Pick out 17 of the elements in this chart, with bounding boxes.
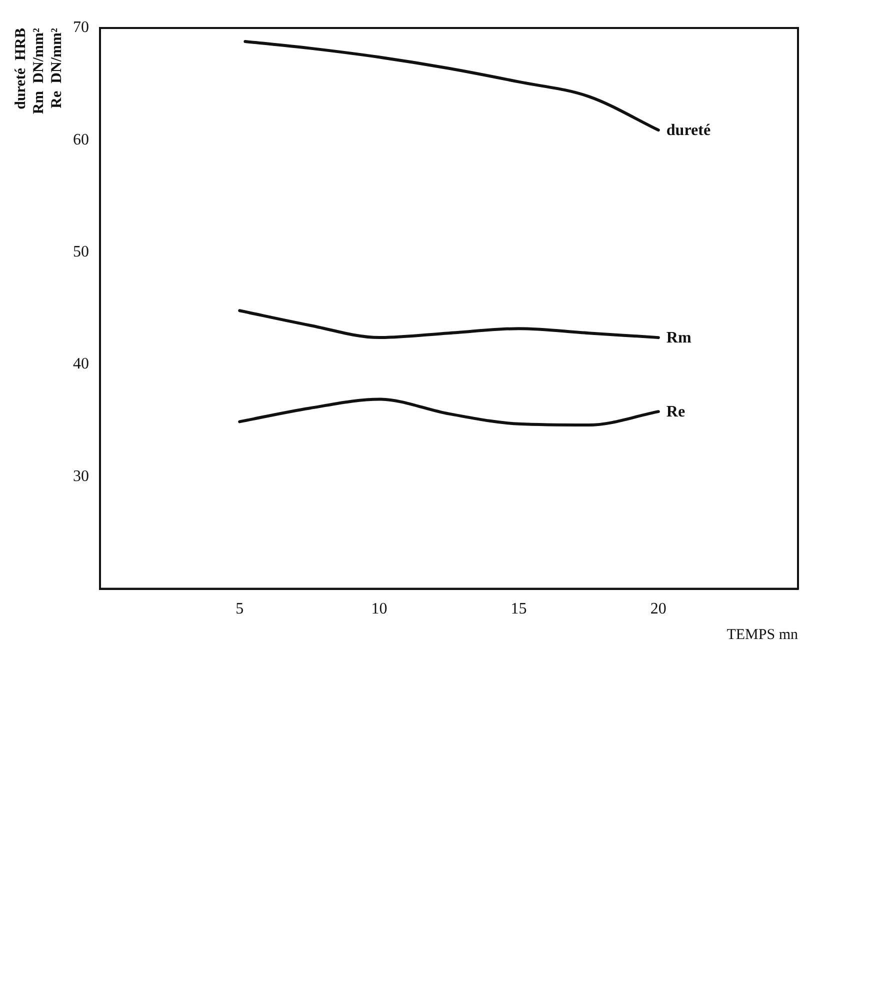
series-label: Rm [666, 330, 692, 347]
y-axis-title: dureté HRB Rm DN/mm² Re DN/mm² [12, 28, 65, 114]
y-tick-label: 30 [73, 468, 89, 485]
series-label: dureté [666, 122, 711, 140]
y-tick-label: 70 [73, 19, 89, 36]
line-series [238, 309, 660, 340]
x-axis-title: TEMPS mn [726, 626, 798, 643]
x-tick-label: 20 [650, 600, 666, 618]
series-label: Re [666, 404, 686, 421]
y-tick-label: 40 [73, 356, 89, 373]
x-tick-label: 15 [510, 600, 527, 618]
x-tick-label: 5 [236, 600, 244, 618]
y-tick-label: 60 [73, 131, 89, 148]
line-series [238, 398, 660, 427]
line-series [244, 40, 660, 132]
x-tick-label: 10 [371, 600, 388, 618]
y-tick-label: 50 [73, 244, 89, 261]
